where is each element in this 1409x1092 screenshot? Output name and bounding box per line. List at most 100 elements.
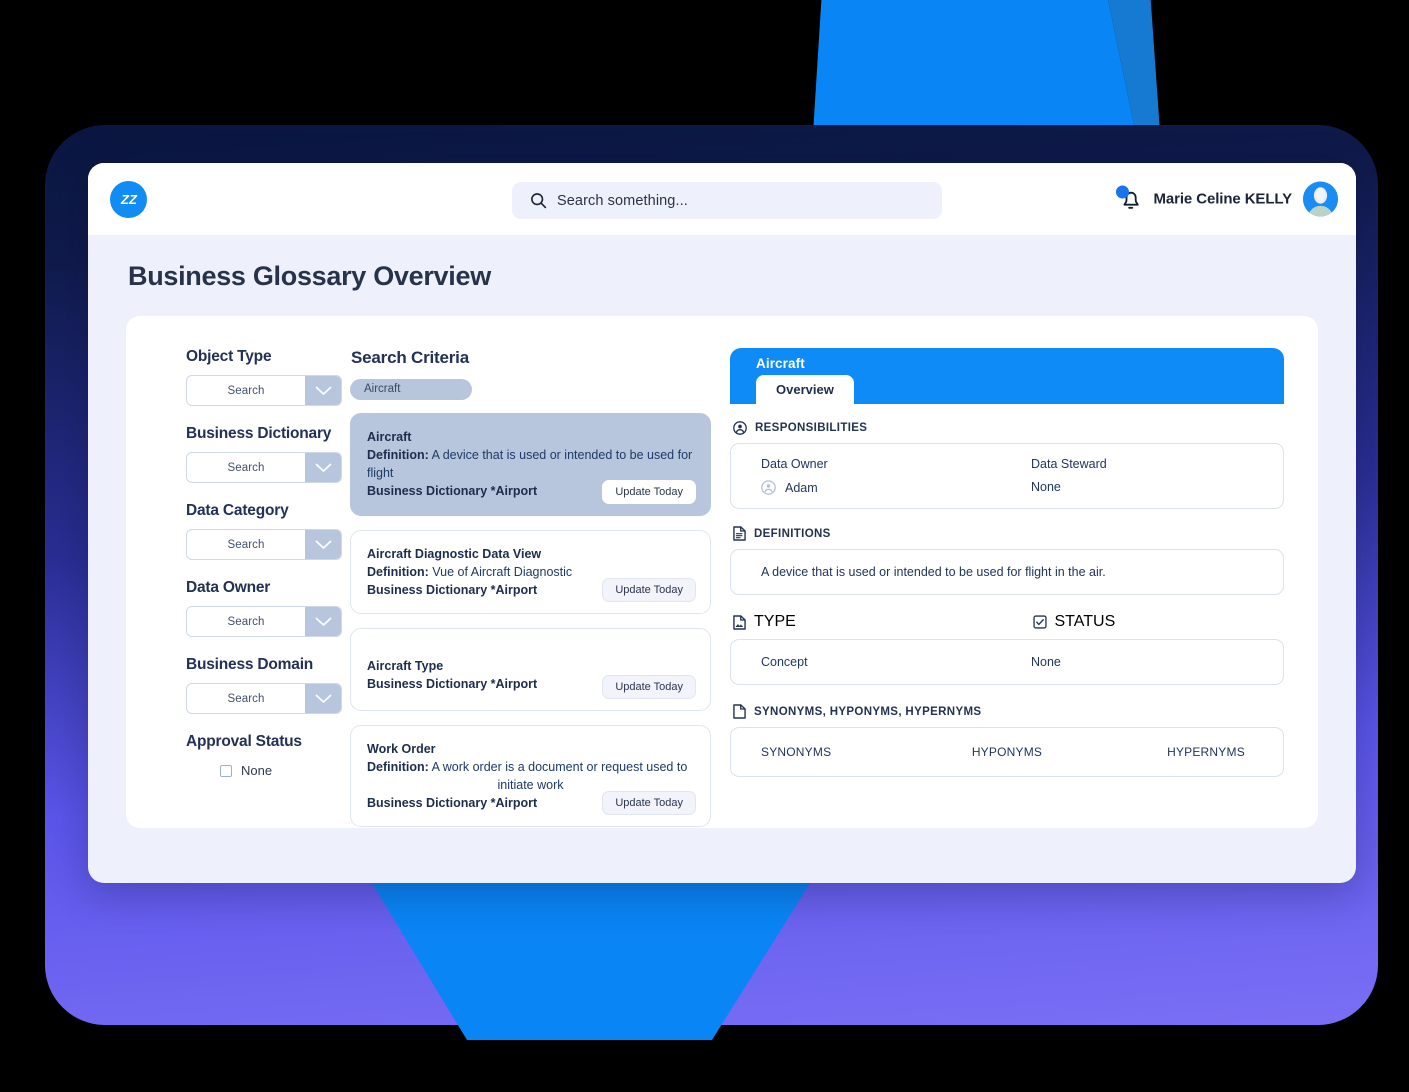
- data-owner-select[interactable]: Search: [186, 606, 342, 637]
- type-heading: TYPE: [754, 613, 796, 630]
- synonyms-panel: SYNONYMS HYPONYMS HYPERNYMS: [730, 727, 1284, 777]
- content-card: Object Type Search Business Dictionary S…: [126, 316, 1318, 828]
- filter-data-category: Data Category Search: [186, 502, 347, 560]
- status-heading: STATUS: [1054, 613, 1116, 630]
- result-definition-label: Definition:: [367, 564, 429, 579]
- user-circle-icon: [761, 480, 776, 495]
- result-card-aircraft[interactable]: Aircraft Definition: A device that is us…: [350, 413, 711, 516]
- business-domain-value: Search: [227, 692, 265, 705]
- filter-label: Business Domain: [186, 656, 314, 673]
- filters-panel: Object Type Search Business Dictionary S…: [152, 348, 347, 828]
- result-card-work-order[interactable]: Work Order Definition: A work order is a…: [350, 724, 711, 828]
- result-card-aircraft-type[interactable]: Aircraft Type Business Dictionary *Airpo…: [350, 627, 711, 711]
- update-today-button[interactable]: Update Today: [602, 674, 696, 699]
- search-icon: [531, 193, 547, 209]
- data-steward-value-row: None: [1031, 480, 1283, 494]
- avatar-icon: [1303, 181, 1338, 217]
- data-owner-label: Data Owner: [761, 457, 828, 471]
- app-logo[interactable]: ZZ: [110, 180, 147, 218]
- filter-label: Business Dictionary: [186, 425, 332, 442]
- result-dictionary: Business Dictionary *Airport: [367, 484, 538, 499]
- filter-object-type: Object Type Search: [186, 348, 347, 406]
- filter-business-domain: Business Domain Search: [186, 656, 347, 714]
- user-circle-icon: [733, 421, 747, 435]
- result-definition: Definition: A work order is a document o…: [367, 758, 694, 794]
- document-image-icon: [733, 614, 746, 630]
- checkbox-icon[interactable]: [220, 764, 232, 777]
- data-category-select[interactable]: Search: [186, 529, 342, 560]
- type-header: TYPE: [733, 613, 1009, 631]
- data-steward-label: Data Steward: [1031, 457, 1107, 471]
- chevron-down-icon[interactable]: [305, 453, 341, 482]
- data-owner-value: Search: [227, 615, 265, 628]
- synonyms-section-header: SYNONYMS, HYPONYMS, HYPERNYMS: [733, 704, 1284, 719]
- filter-label: Data Owner: [186, 579, 271, 596]
- hyponyms-column-header: HYPONYMS: [971, 745, 1043, 759]
- update-today-button[interactable]: Update Today: [602, 577, 696, 602]
- blue-trapezoid-shape: [370, 880, 812, 1040]
- notification-dot: [1116, 185, 1130, 198]
- filter-label: Data Category: [186, 502, 289, 519]
- result-title: Aircraft Diagnostic Data View: [367, 546, 542, 561]
- search-criteria-chip[interactable]: Aircraft: [350, 379, 472, 400]
- filter-business-dictionary: Business Dictionary Search: [186, 425, 347, 483]
- page-title: Business Glossary Overview: [128, 261, 491, 291]
- type-status-panel: Concept None: [730, 639, 1284, 685]
- user-name: Marie Celine KELLY: [1153, 190, 1292, 208]
- data-steward-column: Data Steward None: [1007, 457, 1283, 495]
- type-status-row: Concept None: [731, 655, 1283, 669]
- responsibilities-panel: Data Owner Adam: [730, 443, 1284, 509]
- search-results-panel: Search Criteria Aircraft Aircraft Defini…: [347, 348, 711, 828]
- update-today-button[interactable]: Update Today: [602, 791, 696, 816]
- result-card-aircraft-diagnostic-data-view[interactable]: Aircraft Diagnostic Data View Definition…: [350, 529, 711, 614]
- data-steward-value: None: [1031, 480, 1061, 494]
- chevron-down-icon[interactable]: [305, 376, 341, 405]
- approval-status-none-label: None: [241, 763, 273, 778]
- result-definition-text: Vue of Aircraft Diagnostic: [432, 564, 573, 579]
- chevron-down-icon[interactable]: [305, 607, 341, 636]
- result-title: Aircraft: [367, 430, 412, 444]
- result-title: Work Order: [367, 741, 436, 756]
- object-type-select[interactable]: Search: [186, 375, 342, 406]
- result-definition-label: Definition:: [367, 760, 429, 774]
- page-body: Business Glossary Overview Object Type S…: [88, 235, 1356, 883]
- responsibilities-row: Data Owner Adam: [731, 457, 1283, 495]
- notifications-button[interactable]: [1116, 185, 1142, 212]
- filter-label: Object Type: [186, 348, 272, 365]
- business-domain-select[interactable]: Search: [186, 683, 342, 714]
- definitions-section-header: DEFINITIONS: [733, 526, 1284, 541]
- tab-overview[interactable]: Overview: [756, 375, 854, 405]
- app-window: ZZ Search something... Marie: [88, 163, 1356, 883]
- hypernyms-column-header: HYPERNYMS: [1167, 745, 1245, 759]
- filter-data-owner: Data Owner Search: [186, 579, 347, 637]
- detail-panel: Aircraft Overview RESPONSIBILITIES: [711, 348, 1292, 828]
- type-status-section-header: TYPE STATUS: [733, 613, 1284, 631]
- result-definition-text: A work order is a document or request us…: [431, 760, 688, 774]
- business-dictionary-select[interactable]: Search: [186, 452, 342, 483]
- result-definition-label: Definition:: [367, 448, 429, 463]
- chevron-down-icon[interactable]: [305, 530, 341, 559]
- approval-status-none-option[interactable]: None: [186, 763, 347, 778]
- document-icon: [733, 704, 746, 719]
- bell-icon: [1123, 191, 1140, 209]
- status-value: None: [1031, 655, 1061, 669]
- avatar[interactable]: [1303, 181, 1338, 217]
- zz-logo-icon: ZZ: [120, 192, 138, 207]
- responsibilities-section-header: RESPONSIBILITIES: [733, 421, 1284, 435]
- global-search-box[interactable]: Search something...: [512, 182, 942, 219]
- object-type-value: Search: [227, 384, 265, 397]
- update-today-button[interactable]: Update Today: [602, 479, 696, 504]
- definition-text: A device that is used or intended to be …: [761, 565, 1106, 579]
- chevron-down-icon[interactable]: [305, 684, 341, 713]
- user-area: Marie Celine KELLY: [1116, 181, 1338, 217]
- status-header: STATUS: [1009, 613, 1285, 631]
- result-dictionary: Business Dictionary *Airport: [367, 582, 538, 597]
- detail-header: Aircraft Overview: [730, 348, 1284, 405]
- data-owner-column: Data Owner Adam: [731, 457, 1007, 495]
- svg-text:ZZ: ZZ: [120, 192, 138, 207]
- synonyms-heading: SYNONYMS, HYPONYMS, HYPERNYMS: [754, 705, 982, 718]
- document-text-icon: [733, 526, 746, 541]
- data-category-value: Search: [227, 538, 265, 551]
- detail-tabs: Overview: [756, 375, 854, 405]
